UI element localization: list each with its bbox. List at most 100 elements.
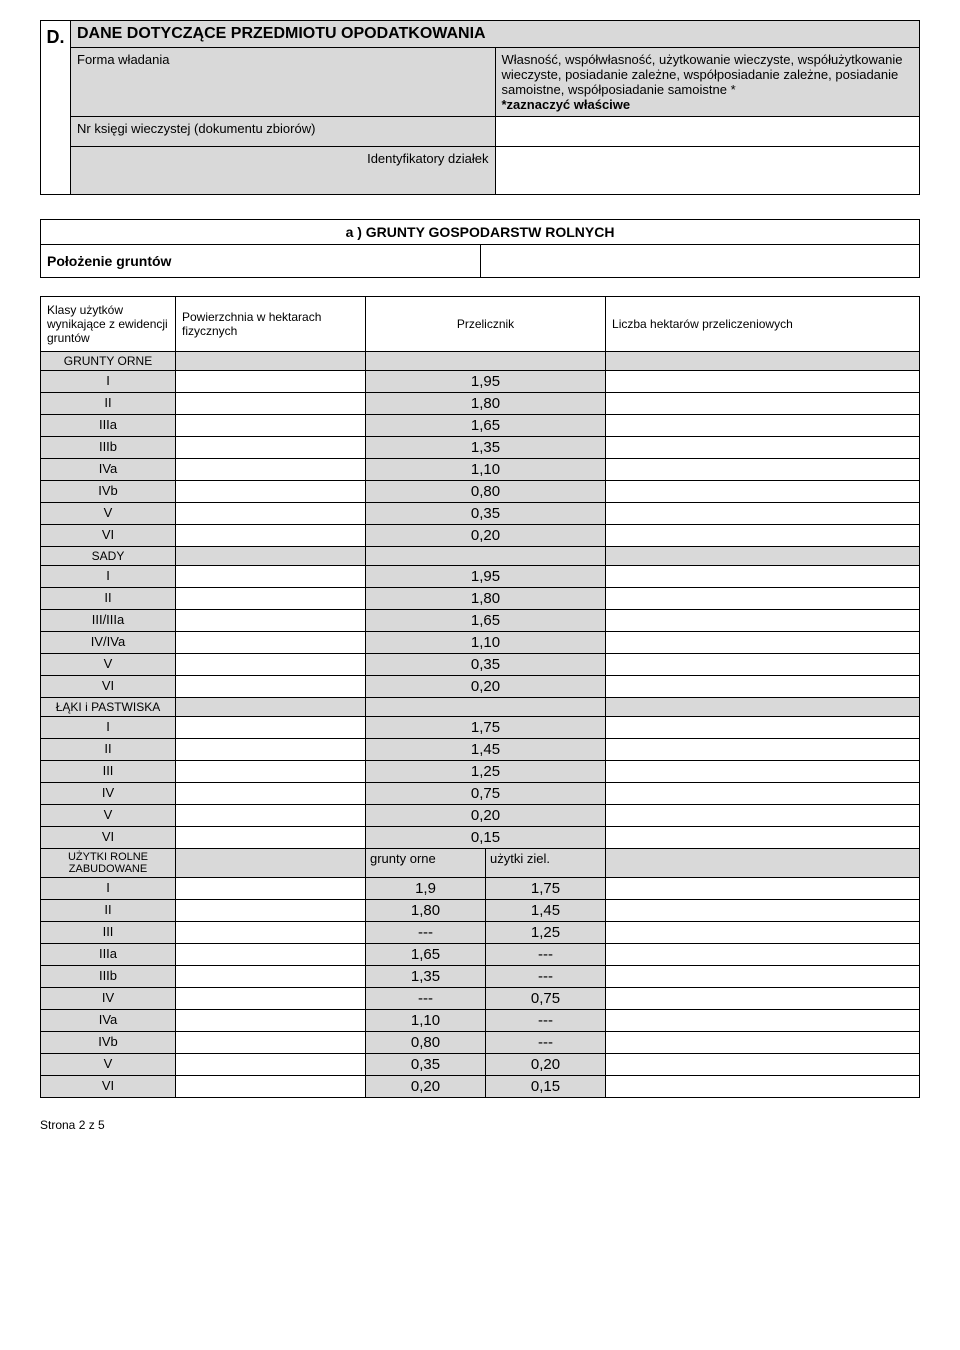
phys-cell[interactable] (176, 525, 366, 547)
phys-cell[interactable] (176, 415, 366, 437)
forma-wladania-text: Własność, współwłasność, użytkowanie wie… (502, 52, 903, 97)
blank-cell (366, 352, 606, 371)
liczba-cell[interactable] (606, 900, 920, 922)
section-a-box: a ) GRUNTY GOSPODARSTW ROLNYCH Położenie… (40, 219, 920, 278)
liczba-cell[interactable] (606, 503, 920, 525)
blank-cell (606, 547, 920, 566)
section-d-letter: D. (41, 21, 71, 195)
phys-cell[interactable] (176, 676, 366, 698)
phys-cell[interactable] (176, 783, 366, 805)
klasa-cell: V (41, 1054, 176, 1076)
phys-cell[interactable] (176, 1010, 366, 1032)
phys-cell[interactable] (176, 503, 366, 525)
grunty-table: Klasy użytków wynikające z ewidencji gru… (40, 296, 920, 1098)
phys-cell[interactable] (176, 481, 366, 503)
phys-cell[interactable] (176, 922, 366, 944)
liczba-cell[interactable] (606, 805, 920, 827)
table-row: IIIb1,35 (41, 437, 920, 459)
phys-cell[interactable] (176, 717, 366, 739)
liczba-cell[interactable] (606, 944, 920, 966)
polozenie-value[interactable] (480, 245, 920, 278)
przelicznik-cell: 0,75 (366, 783, 606, 805)
liczba-cell[interactable] (606, 459, 920, 481)
phys-cell[interactable] (176, 459, 366, 481)
klasa-cell: III (41, 922, 176, 944)
przelicznik-a-cell: --- (366, 988, 486, 1010)
phys-cell[interactable] (176, 566, 366, 588)
phys-cell[interactable] (176, 393, 366, 415)
liczba-cell[interactable] (606, 632, 920, 654)
phys-cell[interactable] (176, 632, 366, 654)
liczba-cell[interactable] (606, 393, 920, 415)
nr-ksiegi-value[interactable] (495, 117, 920, 147)
phys-cell[interactable] (176, 827, 366, 849)
phys-cell[interactable] (176, 944, 366, 966)
przelicznik-cell: 1,95 (366, 566, 606, 588)
phys-cell[interactable] (176, 588, 366, 610)
liczba-cell[interactable] (606, 739, 920, 761)
blank-cell (606, 849, 920, 878)
phys-cell[interactable] (176, 878, 366, 900)
przelicznik-cell: 0,20 (366, 525, 606, 547)
przelicznik-cell: 0,80 (366, 481, 606, 503)
table-row: VI0,20 (41, 676, 920, 698)
phys-cell[interactable] (176, 761, 366, 783)
przelicznik-cell: 1,45 (366, 739, 606, 761)
liczba-cell[interactable] (606, 676, 920, 698)
przelicznik-cell: 1,75 (366, 717, 606, 739)
table-row: IV/IVa1,10 (41, 632, 920, 654)
liczba-cell[interactable] (606, 566, 920, 588)
liczba-cell[interactable] (606, 371, 920, 393)
klasa-cell: IVa (41, 1010, 176, 1032)
przelicznik-cell: 0,35 (366, 654, 606, 676)
liczba-cell[interactable] (606, 654, 920, 676)
phys-cell[interactable] (176, 371, 366, 393)
identyfikatory-value[interactable] (495, 147, 920, 195)
liczba-cell[interactable] (606, 437, 920, 459)
table-row: II1,80 (41, 588, 920, 610)
liczba-cell[interactable] (606, 588, 920, 610)
phys-cell[interactable] (176, 610, 366, 632)
phys-cell[interactable] (176, 1054, 366, 1076)
phys-cell[interactable] (176, 900, 366, 922)
liczba-cell[interactable] (606, 1076, 920, 1098)
przelicznik-cell: 1,10 (366, 459, 606, 481)
liczba-cell[interactable] (606, 783, 920, 805)
phys-cell[interactable] (176, 988, 366, 1010)
klasa-cell: IIIb (41, 437, 176, 459)
przelicznik-b-cell: 0,20 (486, 1054, 606, 1076)
liczba-cell[interactable] (606, 1032, 920, 1054)
liczba-cell[interactable] (606, 1054, 920, 1076)
liczba-cell[interactable] (606, 1010, 920, 1032)
liczba-cell[interactable] (606, 966, 920, 988)
przelicznik-cell: 1,80 (366, 588, 606, 610)
klasa-cell: III (41, 761, 176, 783)
klasa-cell: I (41, 566, 176, 588)
liczba-cell[interactable] (606, 988, 920, 1010)
phys-cell[interactable] (176, 739, 366, 761)
liczba-cell[interactable] (606, 827, 920, 849)
liczba-cell[interactable] (606, 525, 920, 547)
phys-cell[interactable] (176, 1076, 366, 1098)
table-row: VI0,15 (41, 827, 920, 849)
przelicznik-b-cell: 0,75 (486, 988, 606, 1010)
przelicznik-b-cell: --- (486, 966, 606, 988)
liczba-cell[interactable] (606, 415, 920, 437)
phys-cell[interactable] (176, 966, 366, 988)
blank-cell (366, 698, 606, 717)
liczba-cell[interactable] (606, 610, 920, 632)
przelicznik-cell: 1,25 (366, 761, 606, 783)
liczba-cell[interactable] (606, 761, 920, 783)
liczba-cell[interactable] (606, 922, 920, 944)
table-row: IV0,75 (41, 783, 920, 805)
phys-cell[interactable] (176, 654, 366, 676)
liczba-cell[interactable] (606, 717, 920, 739)
liczba-cell[interactable] (606, 878, 920, 900)
phys-cell[interactable] (176, 805, 366, 827)
klasa-cell: IIIa (41, 415, 176, 437)
phys-cell[interactable] (176, 437, 366, 459)
phys-cell[interactable] (176, 1032, 366, 1054)
liczba-cell[interactable] (606, 481, 920, 503)
table-row: I1,91,75 (41, 878, 920, 900)
sub-uzytki-ziel: użytki ziel. (486, 849, 606, 878)
